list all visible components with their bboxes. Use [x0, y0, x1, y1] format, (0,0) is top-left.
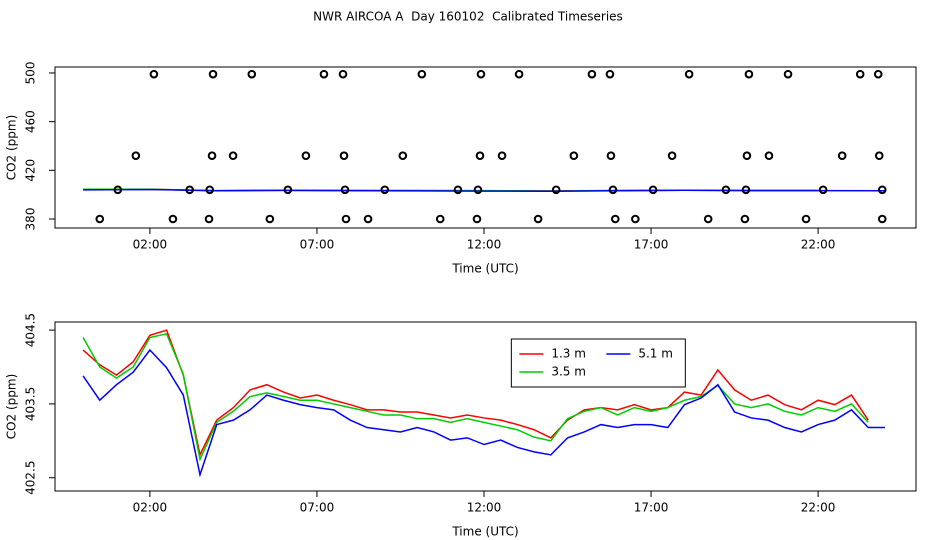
x-axis-label: Time (UTC) [451, 525, 518, 539]
data-point [476, 69, 486, 79]
data-point [605, 69, 615, 79]
data-point [497, 151, 507, 161]
data-point [873, 69, 883, 79]
data-point [606, 151, 616, 161]
x-tick-label: 07:00 [300, 501, 335, 515]
x-tick-label: 17:00 [634, 501, 669, 515]
legend-label: 1.3 m [551, 347, 586, 361]
plot-box [54, 321, 917, 492]
data-point [380, 185, 390, 195]
data-line [82, 332, 869, 462]
data-point [301, 151, 311, 161]
data-point [551, 185, 561, 195]
data-point [95, 214, 105, 224]
data-point [608, 185, 618, 195]
data-point [801, 214, 811, 224]
data-point [113, 185, 123, 195]
data-point [744, 69, 754, 79]
data-point [472, 214, 482, 224]
data-point [741, 185, 751, 195]
y-tick-label: 402.5 [24, 461, 38, 495]
data-point [783, 69, 793, 79]
data-point [319, 69, 329, 79]
data-point [631, 214, 640, 224]
y-tick-label: 420 [24, 159, 38, 182]
data-point [877, 185, 887, 195]
data-point [341, 214, 351, 224]
data-point [247, 69, 257, 79]
legend-label: 3.5 m [551, 365, 586, 379]
data-point [855, 69, 865, 79]
data-point [740, 214, 750, 224]
plot-box [54, 66, 917, 229]
data-point [283, 185, 293, 195]
data-point [874, 151, 884, 161]
y-axis-label: CO2 (ppm) [5, 374, 19, 440]
data-point [149, 69, 159, 79]
data-point [265, 214, 275, 224]
data-point [453, 185, 463, 195]
data-point [684, 69, 694, 79]
data-point [611, 214, 620, 224]
x-axis-label: Time (UTC) [451, 262, 518, 276]
data-point [228, 151, 238, 161]
x-tick-label: 22:00 [801, 501, 836, 515]
x-tick-label: 17:00 [634, 238, 669, 252]
data-point [339, 151, 349, 161]
legend-label: 5.1 m [638, 347, 673, 361]
data-point [818, 185, 828, 195]
data-point [340, 185, 350, 195]
data-point [742, 151, 752, 161]
data-point [473, 185, 483, 195]
data-point [514, 69, 524, 79]
x-tick-label: 07:00 [300, 238, 335, 252]
y-axis-label: CO2 (ppm) [5, 115, 19, 181]
data-point [207, 151, 217, 161]
data-point [703, 214, 713, 224]
x-tick-label: 12:00 [467, 501, 502, 515]
data-point [168, 214, 178, 224]
y-tick-label: 500 [24, 62, 38, 85]
data-point [721, 185, 731, 195]
data-point [417, 69, 427, 79]
x-tick-label: 02:00 [133, 238, 168, 252]
legend-box [510, 338, 686, 388]
x-tick-label: 22:00 [801, 238, 836, 252]
data-point [205, 185, 214, 195]
data-point [131, 151, 141, 161]
page-title: NWR AIRCOA A Day 160102 Calibrated Times… [313, 10, 623, 24]
data-line [82, 348, 885, 478]
data-point [475, 151, 485, 161]
data-line [83, 188, 885, 192]
data-point [208, 69, 218, 79]
data-point [435, 214, 445, 224]
data-line [82, 329, 869, 458]
data-point [204, 214, 214, 224]
data-point [587, 69, 597, 79]
x-tick-label: 12:00 [467, 238, 502, 252]
data-point [877, 214, 887, 224]
data-point [837, 151, 847, 161]
y-tick-label: 403.5 [24, 387, 38, 421]
data-point [533, 214, 543, 224]
y-tick-label: 380 [24, 208, 38, 231]
data-point [185, 185, 194, 195]
data-point [398, 151, 408, 161]
data-point [648, 185, 658, 195]
x-tick-label: 02:00 [133, 501, 168, 515]
data-point [363, 214, 373, 224]
y-tick-label: 404.5 [24, 313, 38, 347]
data-point [764, 151, 774, 161]
data-point [569, 151, 579, 161]
data-point [338, 69, 348, 79]
y-tick-label: 460 [24, 110, 38, 133]
data-point [667, 151, 677, 161]
